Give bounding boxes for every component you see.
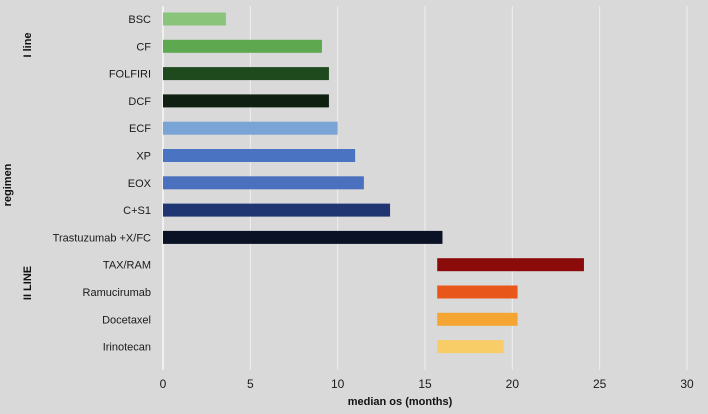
group-label-second-line: II LINE [22,266,34,300]
bar-bsc [163,12,226,26]
category-label: BSC [128,14,151,26]
category-label: C+S1 [123,205,151,217]
bar-dcf [163,94,329,108]
x-tick-label: 10 [331,377,345,391]
bar-eox [163,176,364,190]
bar-docetaxel [437,312,518,326]
bar-xp [163,149,356,162]
x-tick-label: 30 [680,377,694,391]
category-label: EOX [128,178,152,190]
x-tick-label: 20 [506,377,520,391]
category-label: Docetaxel [102,314,151,326]
category-label: TAX/RAM [103,260,151,272]
x-tick-label: 15 [418,377,432,391]
category-label: Trastuzumab +X/FC [53,232,151,244]
bar-tax-ram [437,258,584,272]
y-axis-title: regimen [2,163,14,206]
x-tick-label: 0 [160,377,167,391]
category-label: XP [136,151,151,163]
bar-trastuzumab-x-fc [163,230,443,244]
x-axis-title: median os (months) [348,396,453,408]
bar-cf [163,39,322,53]
category-label: Ramucirumab [83,287,151,299]
x-tick-label: 5 [247,377,254,391]
category-label: CF [136,41,151,53]
category-label: Irinotecan [103,342,151,354]
bar-irinotecan [437,340,504,354]
category-label: DCF [128,96,151,108]
category-label: FOLFIRI [109,69,151,81]
group-label-first-line: I line [22,32,34,57]
bar-ramucirumab [437,285,518,299]
category-label: ECF [129,123,151,135]
bar-ecf [163,121,338,135]
x-tick-label: 25 [593,377,607,391]
bar-folfiri [163,67,329,81]
bar-c-s1 [163,203,391,217]
